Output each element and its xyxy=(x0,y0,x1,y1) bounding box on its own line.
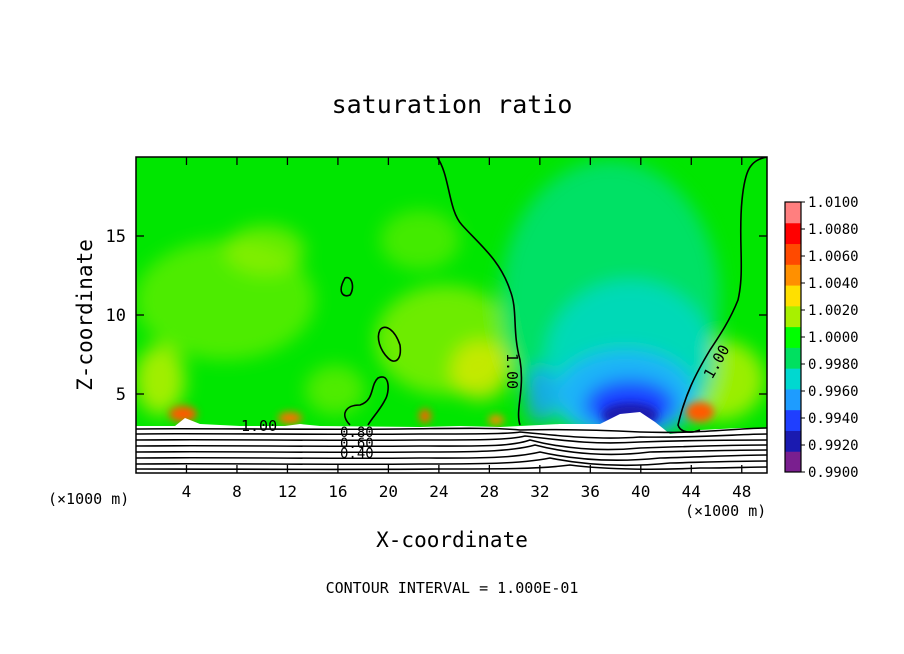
x-tick-label: 32 xyxy=(530,482,549,501)
colorbar-label: 1.0040 xyxy=(808,276,859,292)
x-axis: 4 8 12 16 20 24 28 32 36 40 44 48 xyxy=(182,157,751,501)
y-tick-label: 5 xyxy=(116,385,126,405)
colorbar-label: 0.9980 xyxy=(808,357,859,373)
colorbar-label: 0.9940 xyxy=(808,411,859,427)
contour-label: 0.40 xyxy=(340,446,374,462)
x-tick-label: 20 xyxy=(379,482,398,501)
chart-title: saturation ratio xyxy=(332,90,573,119)
x-tick-label: 48 xyxy=(732,482,751,501)
colorbar: 0.9900 0.9920 0.9940 0.9960 0.9980 1.0000 1.00… xyxy=(784,195,859,481)
x-tick-label: 4 xyxy=(182,482,192,501)
colorbar-swatch xyxy=(785,347,801,369)
x-tick-label: 40 xyxy=(631,482,650,501)
colorbar-swatch xyxy=(785,222,801,245)
x-tick-label: 28 xyxy=(480,482,499,501)
colorbar-swatch xyxy=(785,243,801,265)
x-tick-label: 24 xyxy=(429,482,448,501)
x-tick-label: 12 xyxy=(278,482,297,501)
plot-area: 1.00 1.00 1.00 0.80 0.60 0.40 xyxy=(136,157,767,473)
y-tick-label: 10 xyxy=(106,306,126,326)
x-unit-left: (×1000 m) xyxy=(48,490,129,508)
colorbar-swatch xyxy=(785,264,801,286)
x-tick-label: 36 xyxy=(581,482,600,501)
contour-label: 1.00 xyxy=(241,417,277,435)
colorbar-label: 0.9960 xyxy=(808,384,859,400)
colorbar-label: 0.9920 xyxy=(808,438,859,454)
y-tick-label: 15 xyxy=(106,227,126,247)
x-unit-right: (×1000 m) xyxy=(685,502,766,520)
colorbar-swatch xyxy=(785,430,801,452)
contour-label: 1.00 xyxy=(503,353,521,389)
colorbar-label: 1.0080 xyxy=(808,222,859,238)
contour-label: 0.60 xyxy=(340,436,374,452)
contour-lines xyxy=(136,157,767,471)
colorbar-label: 1.0020 xyxy=(808,303,859,319)
colorbar-swatch xyxy=(785,326,801,348)
colorbar-label: 1.0100 xyxy=(808,195,859,211)
colorbar-label: 0.9900 xyxy=(808,465,859,481)
colorbar-swatch xyxy=(785,388,801,411)
x-axis-label: X-coordinate xyxy=(376,528,528,552)
contour-labels: 1.00 1.00 1.00 0.80 0.60 0.40 xyxy=(241,342,734,462)
colorbar-label: 1.0060 xyxy=(808,249,859,265)
x-tick-label: 8 xyxy=(232,482,242,501)
contour-interval-note: CONTOUR INTERVAL = 1.000E-01 xyxy=(326,579,579,597)
colorbar-swatch xyxy=(785,285,801,307)
x-tick-label: 16 xyxy=(328,482,347,501)
y-axis: 5 10 15 xyxy=(106,227,767,405)
colorbar-swatch xyxy=(785,451,801,473)
contour-label: 0.80 xyxy=(340,425,374,441)
color-field xyxy=(136,160,765,440)
x-tick-label: 44 xyxy=(682,482,701,501)
colorbar-swatch xyxy=(785,202,801,224)
colorbar-swatch xyxy=(785,305,801,328)
colorbar-swatch xyxy=(785,368,801,390)
colorbar-label: 1.0000 xyxy=(808,330,859,346)
y-axis-label: Z-coordinate xyxy=(73,239,97,391)
colorbar-swatch xyxy=(785,409,801,431)
